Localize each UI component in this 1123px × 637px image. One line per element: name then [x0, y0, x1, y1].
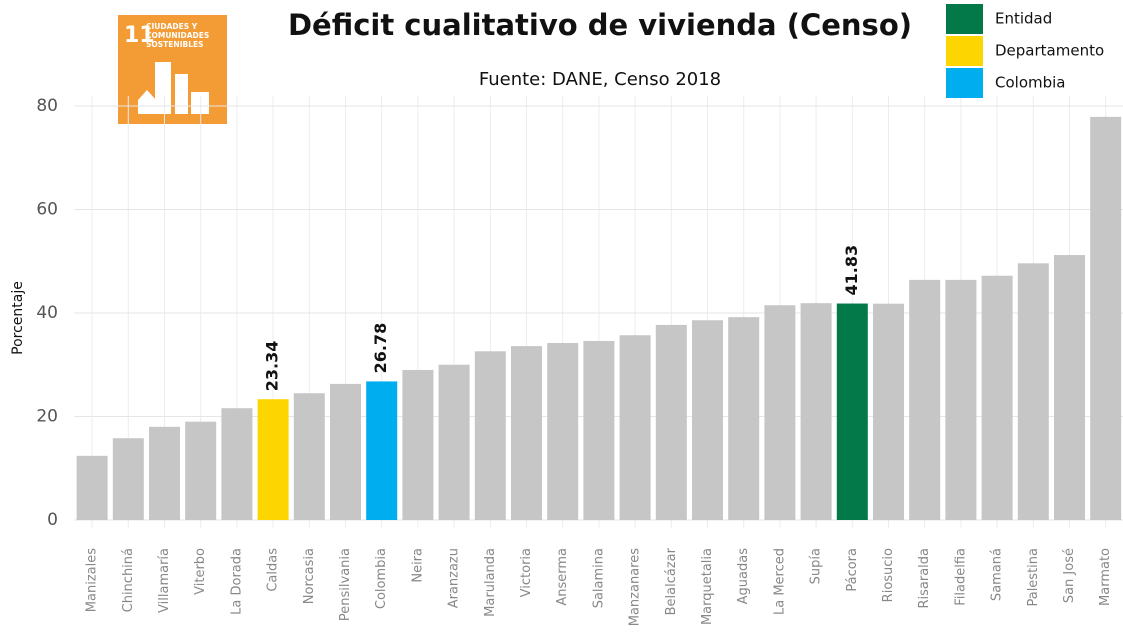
x-tick-label: Salamina: [591, 548, 606, 608]
x-tick-label: Pácora: [845, 548, 860, 592]
x-tick-label: San José: [1062, 548, 1077, 603]
x-tick-label: Palestina: [1026, 548, 1041, 607]
badge-text: SOSTENIBLES: [146, 40, 204, 49]
bar: [909, 279, 941, 520]
x-tick-label: Caldas: [266, 548, 281, 592]
value-label: 41.83: [842, 245, 861, 296]
legend-swatch: [946, 36, 983, 66]
badge-text: COMUNIDADES: [146, 31, 209, 40]
legend-swatch: [946, 68, 983, 98]
x-tick-label: Anserma: [555, 548, 570, 606]
x-tick-label: Chinchiná: [121, 548, 136, 612]
legend-label: Entidad: [995, 10, 1052, 28]
x-tick-label: La Merced: [772, 548, 787, 615]
x-tick-label: Colombia: [374, 548, 389, 609]
y-tick-label: 80: [36, 96, 58, 116]
x-tick-label: Risaralda: [917, 548, 932, 609]
chart-subtitle: Fuente: DANE, Censo 2018: [479, 69, 721, 90]
bar: [438, 364, 470, 520]
x-tick-label: Marulanda: [483, 548, 498, 617]
bar: [800, 303, 832, 520]
legend-swatch: [946, 4, 983, 34]
bar: [402, 369, 434, 520]
bar: [149, 426, 180, 520]
bar: [185, 421, 217, 520]
x-tick-label: Filadelfia: [953, 548, 968, 606]
bar: [692, 320, 723, 520]
bar: [764, 305, 796, 520]
legend-label: Departamento: [995, 42, 1104, 60]
x-tick-label: Villamaría: [157, 548, 172, 613]
bar: [1017, 263, 1049, 520]
x-tick-label: Samaná: [990, 548, 1005, 601]
y-tick-label: 20: [36, 407, 58, 427]
y-axis-label: Porcentaje: [10, 281, 26, 355]
bar: [257, 399, 289, 520]
x-tick-label: Aguadas: [736, 548, 751, 605]
y-tick-label: 40: [36, 303, 58, 323]
x-tick-label: Neira: [410, 548, 425, 583]
bar: [945, 279, 977, 520]
x-tick-label: La Dorada: [229, 548, 244, 615]
legend-label: Colombia: [995, 74, 1066, 92]
bar: [583, 340, 615, 520]
bar: [293, 393, 325, 520]
value-label: 23.34: [263, 341, 282, 392]
x-tick-label: Riosucio: [881, 548, 896, 602]
bar: [1090, 116, 1122, 521]
bar: [76, 455, 108, 520]
x-tick-label: Aranzazu: [447, 548, 462, 608]
bar: [619, 335, 651, 520]
badge-text: CIUDADES Y: [146, 22, 198, 31]
chart-title: Déficit cualitativo de vivienda (Censo): [288, 8, 912, 42]
x-tick-label: Pensilvania: [338, 548, 353, 621]
badge-number: 11: [124, 23, 155, 48]
bar: [366, 381, 398, 520]
bar: [511, 346, 542, 520]
y-tick-label: 60: [36, 200, 58, 220]
bar: [981, 275, 1013, 520]
x-tick-label: Supía: [809, 548, 824, 584]
bar: [547, 343, 579, 520]
x-tick-label: Viterbo: [193, 548, 208, 595]
x-tick-label: Manizales: [85, 548, 100, 612]
bar: [836, 303, 868, 520]
x-tick-label: Victoria: [519, 548, 534, 597]
x-tick-label: Norcasia: [302, 548, 317, 604]
bar: [221, 408, 253, 520]
bar: [112, 438, 144, 520]
bar: [330, 383, 361, 520]
x-tick-label: Belalcázar: [664, 547, 679, 615]
bar: [474, 351, 506, 520]
bar: [728, 317, 760, 520]
x-tick-label: Manzanares: [628, 548, 643, 626]
x-tick-label: Marmato: [1098, 548, 1113, 606]
value-label: 26.78: [371, 323, 390, 374]
bar: [655, 324, 687, 520]
badge-icon: [138, 62, 209, 114]
bar: [873, 303, 904, 520]
x-tick-label: Marquetalia: [700, 548, 715, 625]
y-tick-label: 0: [47, 510, 58, 530]
bar: [1054, 255, 1085, 521]
